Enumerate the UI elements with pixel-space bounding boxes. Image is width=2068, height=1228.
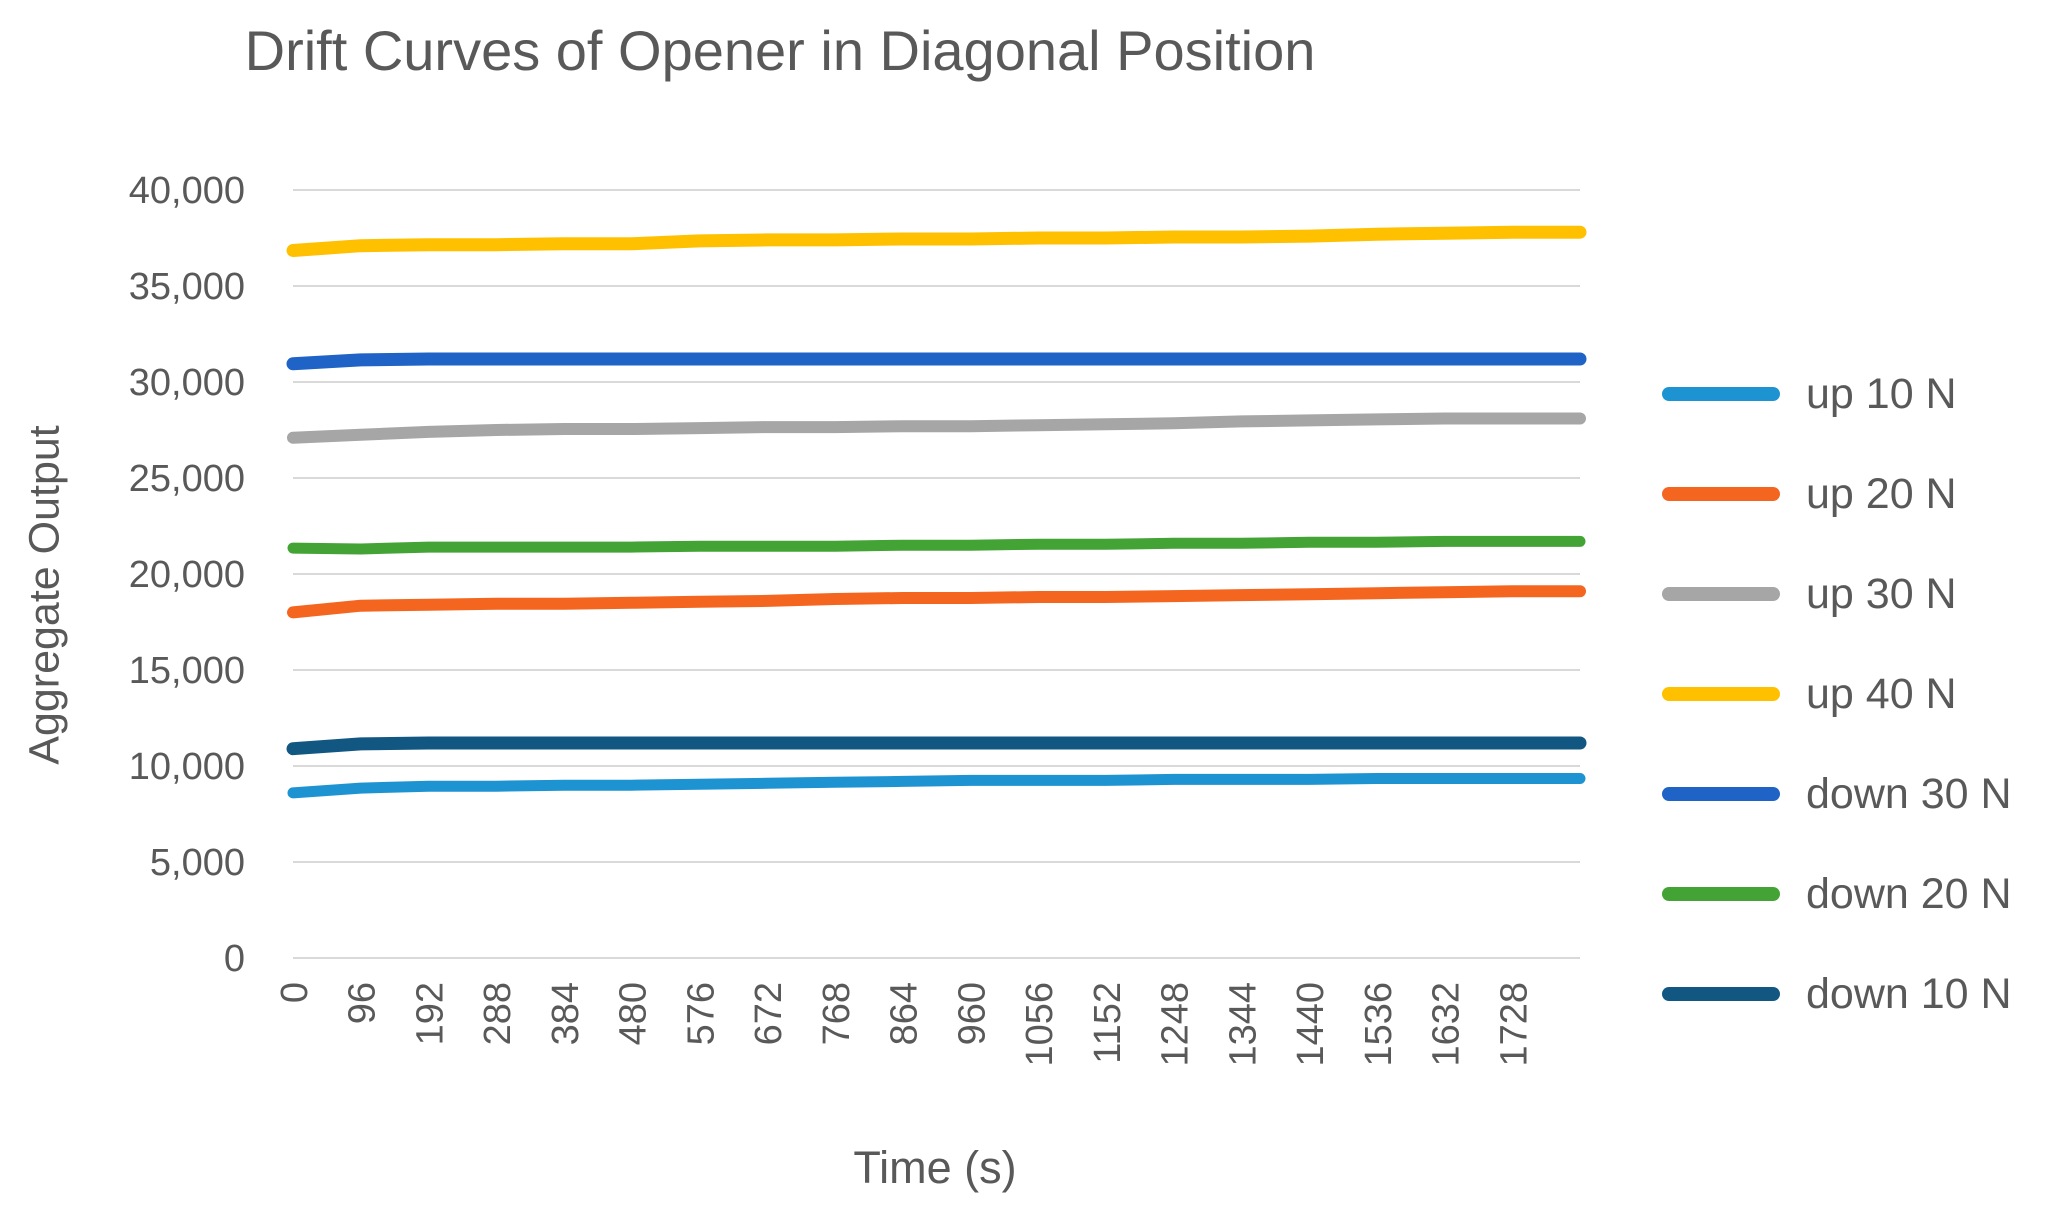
x-tick-label: 192 xyxy=(409,982,451,1045)
series-line-up-40-n xyxy=(286,225,1587,257)
series-line-down-10-n xyxy=(286,736,1587,756)
x-tick-label: 96 xyxy=(342,982,384,1024)
legend-item-down-30-n: down 30 N xyxy=(1662,744,2012,844)
series-line-up-30-n xyxy=(287,412,1586,444)
x-tick-label: 672 xyxy=(748,982,790,1045)
legend-item-down-20-n: down 20 N xyxy=(1662,844,2012,944)
legend-label: down 30 N xyxy=(1806,769,2012,818)
x-tick-label: 1536 xyxy=(1358,982,1400,1067)
x-tick-label: 0 xyxy=(274,982,316,1003)
x-tick-label: 768 xyxy=(816,982,858,1045)
x-tick-label: 960 xyxy=(951,982,993,1045)
series-line-up-20-n xyxy=(287,585,1586,619)
x-tick-label: 1152 xyxy=(1087,982,1129,1064)
legend-item-up-30-n: up 30 N xyxy=(1662,544,2012,644)
x-tick-label: 480 xyxy=(613,982,655,1045)
series-line-up-10-n xyxy=(287,773,1586,799)
x-tick-label: 1632 xyxy=(1426,982,1468,1067)
legend-marker-up-40-n xyxy=(1662,687,1780,701)
legend-marker-down-10-n xyxy=(1662,987,1780,1001)
y-tick-label: 30,000 xyxy=(129,362,245,404)
legend: up 10 N up 20 N up 30 N up 40 N down 30 N dow… xyxy=(1662,344,2012,1044)
x-tick-label: 288 xyxy=(477,982,519,1045)
x-tick-label: 864 xyxy=(884,982,926,1045)
legend-marker-up-20-n xyxy=(1662,487,1780,501)
chart-title: Drift Curves of Opener in Diagonal Posit… xyxy=(244,19,1316,82)
legend-item-up-40-n: up 40 N xyxy=(1662,644,2012,744)
x-tick-label: 384 xyxy=(545,982,587,1045)
x-tick-label: 1728 xyxy=(1493,982,1535,1067)
x-tick-label: 576 xyxy=(680,982,722,1045)
series-line-down-30-n xyxy=(286,352,1587,371)
legend-label: up 40 N xyxy=(1806,669,1957,718)
y-tick-label: 10,000 xyxy=(129,746,245,788)
legend-marker-down-30-n xyxy=(1662,787,1780,801)
legend-label: up 10 N xyxy=(1806,369,1957,418)
x-tick-label: 1344 xyxy=(1222,982,1264,1067)
legend-marker-up-30-n xyxy=(1662,587,1780,601)
y-tick-label: 5,000 xyxy=(150,842,245,884)
legend-label: up 20 N xyxy=(1806,469,1957,518)
series-line-down-20-n xyxy=(287,535,1586,555)
x-tick-label: 1056 xyxy=(1019,982,1061,1067)
x-axis-title: Time (s) xyxy=(853,1142,1017,1193)
y-tick-label: 15,000 xyxy=(129,650,245,692)
legend-label: down 20 N xyxy=(1806,869,2012,918)
y-tick-label: 25,000 xyxy=(129,458,245,500)
legend-label: down 10 N xyxy=(1806,969,2012,1018)
x-tick-label: 1248 xyxy=(1155,982,1197,1067)
legend-item-up-20-n: up 20 N xyxy=(1662,444,2012,544)
legend-marker-down-20-n xyxy=(1662,887,1780,901)
y-tick-label: 35,000 xyxy=(129,266,245,308)
legend-label: up 30 N xyxy=(1806,569,1957,618)
legend-item-up-10-n: up 10 N xyxy=(1662,344,2012,444)
y-tick-label: 40,000 xyxy=(129,170,245,212)
legend-item-down-10-n: down 10 N xyxy=(1662,944,2012,1044)
x-tick-label: 1440 xyxy=(1290,982,1332,1067)
y-tick-label: 20,000 xyxy=(129,554,245,596)
legend-marker-up-10-n xyxy=(1662,387,1780,401)
y-tick-label: 0 xyxy=(224,938,245,980)
